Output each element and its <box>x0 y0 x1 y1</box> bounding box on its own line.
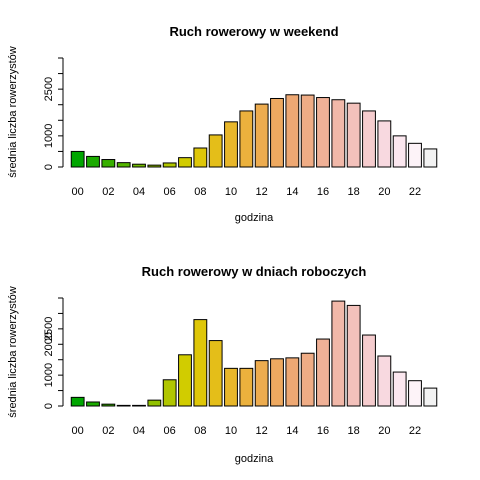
bar-hour-13 <box>270 97 284 168</box>
x-tick-label: 22 <box>409 425 421 437</box>
bar-hour-20 <box>377 120 392 168</box>
y-tick-label: 1000 <box>43 363 55 387</box>
bar-hour-20 <box>377 355 392 407</box>
x-tick-label: 00 <box>72 186 84 198</box>
weekend-chart-panel: Ruch rowerowy w weekend 0 1000 2500 00 02 04 06… <box>7 24 438 224</box>
bar-hour-10 <box>224 121 238 168</box>
bar-hour-03 <box>116 162 131 168</box>
bar-hour-11 <box>239 110 254 168</box>
bar-hour-19 <box>362 334 376 407</box>
bar-hour-21 <box>392 371 407 407</box>
bar-hour-02 <box>101 403 116 407</box>
bar-hour-13 <box>270 358 284 407</box>
y-tick-label: 2500 <box>43 317 55 341</box>
bar-hour-01 <box>86 155 100 168</box>
y-axis-label: średnia liczba rowerzystów <box>7 286 19 417</box>
bar-hour-22 <box>408 142 422 168</box>
x-tick-label: 12 <box>256 186 268 198</box>
y-tick-label: 0 <box>43 403 55 409</box>
bar-hour-07 <box>178 354 192 407</box>
x-tick-label: 14 <box>286 425 298 437</box>
y-tick-label: 0 <box>43 164 55 170</box>
x-tick-label: 18 <box>348 186 360 198</box>
bar-hour-09 <box>208 340 223 407</box>
bar-hour-17 <box>331 99 346 168</box>
bar-hour-11 <box>239 367 254 407</box>
x-tick-label: 04 <box>133 186 145 198</box>
bar-hour-15 <box>300 94 315 168</box>
bar-hour-05 <box>147 399 162 407</box>
x-tick-label: 06 <box>164 425 176 437</box>
bar-hour-08 <box>193 319 208 407</box>
bar-hour-23 <box>423 387 438 407</box>
y-tick-label: 2500 <box>43 77 55 101</box>
x-axis-label: godzina <box>235 212 274 224</box>
y-tick-label: 2000 <box>43 332 55 356</box>
bar-hour-10 <box>224 367 238 407</box>
bar-hour-16 <box>316 338 330 407</box>
bar-hour-12 <box>254 103 269 168</box>
y-axis-label: średnia liczba rowerzystów <box>7 46 19 177</box>
bar-hour-08 <box>193 147 208 168</box>
chart-title: Ruch rowerowy w dniach roboczych <box>142 264 367 279</box>
x-tick-label: 08 <box>194 425 206 437</box>
x-tick-label: 16 <box>317 425 329 437</box>
y-tick-label: 1000 <box>43 124 55 148</box>
bar-hour-18 <box>346 304 361 407</box>
x-tick-label: 16 <box>317 186 329 198</box>
x-axis-label: godzina <box>235 453 274 465</box>
chart-title: Ruch rowerowy w weekend <box>169 24 338 39</box>
bar-hour-16 <box>316 97 330 168</box>
bar-hour-21 <box>392 135 407 168</box>
bar-hour-18 <box>346 102 361 168</box>
x-tick-label: 20 <box>378 186 390 198</box>
x-tick-label: 10 <box>225 425 237 437</box>
bar-hour-15 <box>300 352 315 407</box>
bar-hour-04 <box>132 163 146 168</box>
x-tick-label: 06 <box>164 186 176 198</box>
x-tick-label: 14 <box>286 186 298 198</box>
x-tick-label: 20 <box>378 425 390 437</box>
bar-hour-19 <box>362 110 376 168</box>
bar-hour-00 <box>70 396 85 407</box>
bar-hour-06 <box>162 379 177 407</box>
x-tick-label: 02 <box>102 425 114 437</box>
x-tick-label: 02 <box>102 186 114 198</box>
bar-hour-14 <box>285 94 300 168</box>
bar-hour-04 <box>132 404 146 407</box>
x-tick-label: 00 <box>72 425 84 437</box>
bar-hour-00 <box>70 150 85 168</box>
workday-chart-panel: Ruch rowerowy w dniach roboczych01000200… <box>7 264 438 465</box>
x-tick-label: 22 <box>409 186 421 198</box>
bar-hour-09 <box>208 134 223 168</box>
bar-hour-01 <box>86 401 100 407</box>
x-tick-label: 10 <box>225 186 237 198</box>
x-tick-label: 04 <box>133 425 145 437</box>
bar-hour-22 <box>408 380 422 407</box>
bar-hour-06 <box>162 162 177 168</box>
bar-hour-05 <box>147 164 162 168</box>
bar-hour-23 <box>423 148 438 168</box>
x-tick-label: 18 <box>348 425 360 437</box>
bar-hour-17 <box>331 300 346 407</box>
bar-hour-02 <box>101 159 116 168</box>
bar-hour-14 <box>285 357 300 407</box>
bar-hour-03 <box>116 404 131 407</box>
x-tick-label: 08 <box>194 186 206 198</box>
bar-hour-07 <box>178 157 192 168</box>
x-tick-label: 12 <box>256 425 268 437</box>
bar-hour-12 <box>254 360 269 407</box>
